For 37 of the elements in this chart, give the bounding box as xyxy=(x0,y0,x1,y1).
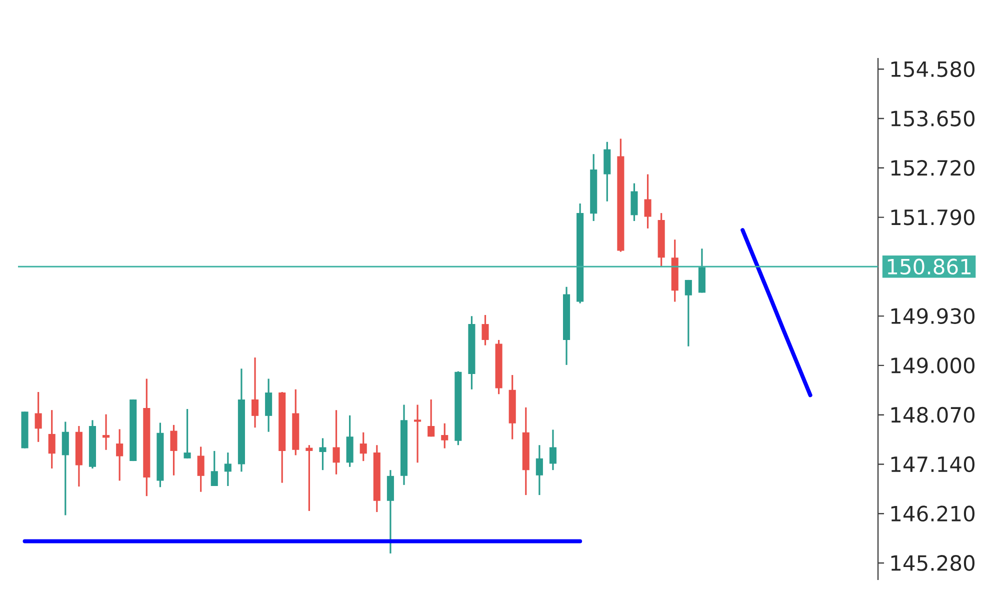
y-tick-label: 145.280 xyxy=(891,555,974,571)
candlestick xyxy=(170,424,178,476)
candlestick xyxy=(197,446,204,493)
candlestick xyxy=(306,444,313,512)
y-tick-label: 154.580 xyxy=(891,61,974,78)
candlestick xyxy=(265,378,272,433)
candlestick xyxy=(536,444,543,496)
candlestick xyxy=(630,182,638,222)
candlestick xyxy=(116,428,124,482)
candlestick xyxy=(644,173,652,230)
candlestick xyxy=(482,314,489,346)
candlestick xyxy=(184,408,191,460)
y-tick-label: 147.140 xyxy=(891,456,974,472)
y-tick-label: 153.650 xyxy=(891,110,974,126)
y-tick-label: 148.070 xyxy=(891,406,974,423)
y-tick-label: 149.000 xyxy=(891,358,974,374)
candlestick xyxy=(102,414,110,451)
candlestick xyxy=(441,422,448,450)
candlestick xyxy=(34,391,42,443)
candlestick xyxy=(414,404,422,464)
y-tick-label: 149.930 xyxy=(891,308,974,324)
y-tick-label: 151.790 xyxy=(891,209,974,226)
candlestick xyxy=(332,409,340,476)
candlestick xyxy=(210,450,218,487)
candlestick xyxy=(251,356,259,428)
candlestick xyxy=(48,409,56,470)
candlestick xyxy=(360,432,367,462)
candlestick xyxy=(224,452,232,487)
candlestick xyxy=(684,279,692,348)
candlestick xyxy=(319,437,326,471)
y-tick-label: 146.210 xyxy=(891,506,974,522)
ref-line-label: 150.861 xyxy=(888,258,970,275)
candlestick xyxy=(428,398,435,438)
candlestick xyxy=(549,428,556,471)
y-tick-label: 152.720 xyxy=(891,160,974,176)
candlestick xyxy=(62,420,69,516)
line-series xyxy=(740,228,812,398)
